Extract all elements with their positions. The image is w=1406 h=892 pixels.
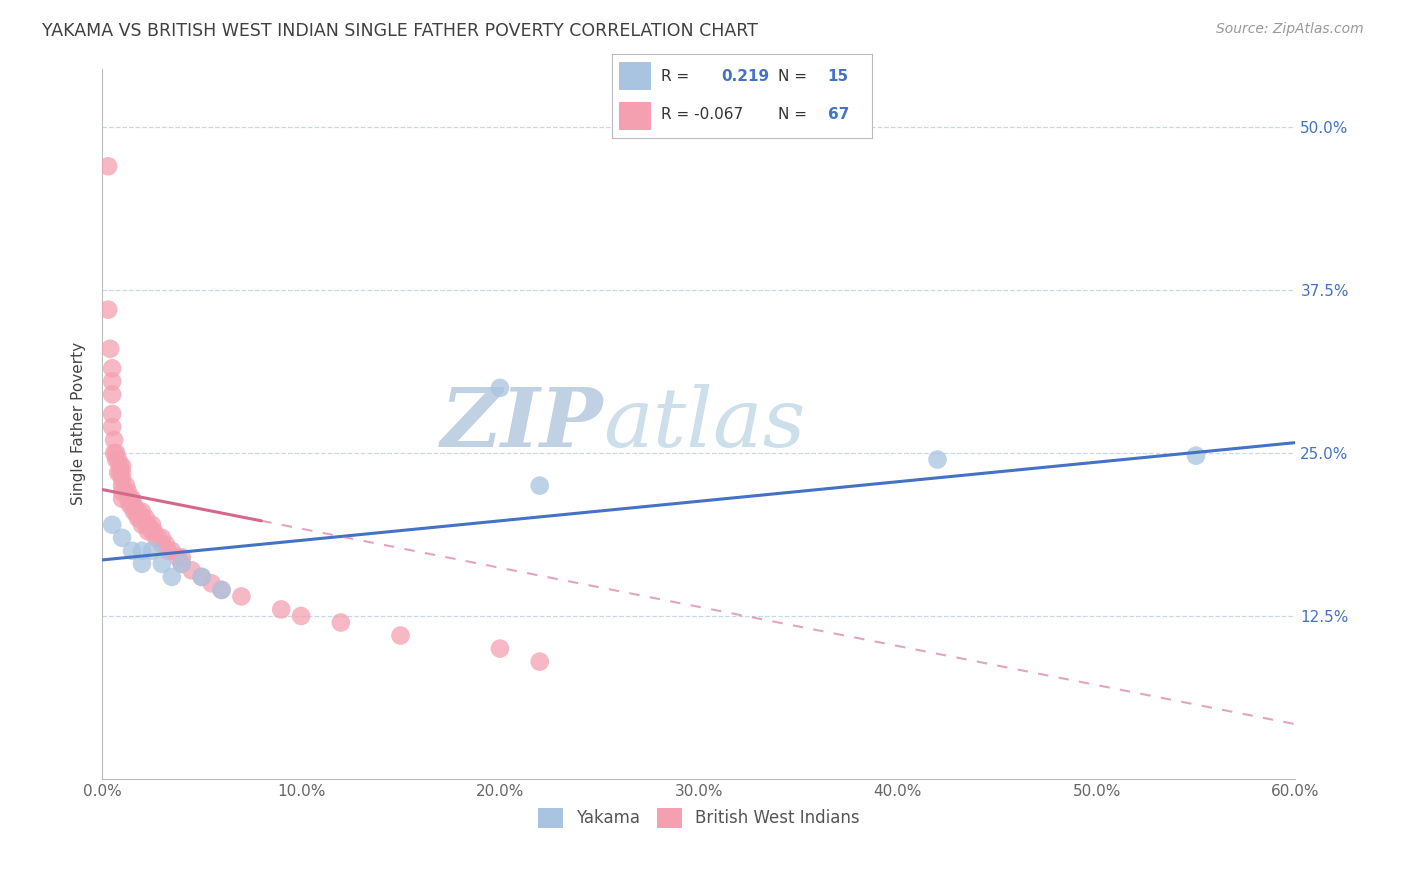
Point	[121, 498, 143, 512]
Point	[111, 485, 134, 500]
Point	[101, 407, 124, 421]
Text: YAKAMA VS BRITISH WEST INDIAN SINGLE FATHER POVERTY CORRELATION CHART: YAKAMA VS BRITISH WEST INDIAN SINGLE FAT…	[42, 22, 758, 40]
Point	[529, 655, 551, 669]
Point	[117, 491, 139, 506]
Bar	[620, 102, 651, 130]
Text: R =: R =	[661, 70, 689, 85]
Point	[111, 478, 134, 492]
Point	[121, 491, 143, 506]
Point	[131, 517, 153, 532]
Point	[101, 387, 124, 401]
Point	[211, 582, 233, 597]
Point	[141, 524, 163, 539]
Point	[108, 459, 131, 474]
Point	[108, 466, 131, 480]
Point	[155, 537, 177, 551]
Point	[200, 576, 222, 591]
Point	[145, 531, 167, 545]
Point	[98, 342, 121, 356]
Point	[111, 466, 134, 480]
Point	[141, 517, 163, 532]
Point	[180, 563, 202, 577]
Point	[150, 557, 173, 571]
Point	[141, 543, 163, 558]
Point	[170, 550, 193, 565]
Point	[101, 375, 124, 389]
Point	[160, 543, 183, 558]
Point	[150, 531, 173, 545]
Point	[150, 537, 173, 551]
Point	[136, 524, 159, 539]
Text: 15: 15	[828, 70, 849, 85]
Point	[927, 452, 949, 467]
Point	[166, 550, 188, 565]
Point	[231, 590, 253, 604]
Point	[115, 478, 138, 492]
Point	[131, 557, 153, 571]
Point	[115, 485, 138, 500]
Point	[170, 557, 193, 571]
Point	[122, 498, 145, 512]
Point	[135, 511, 157, 525]
Point	[329, 615, 352, 630]
Point	[101, 420, 124, 434]
Legend: Yakama, British West Indians: Yakama, British West Indians	[531, 801, 866, 835]
Point	[160, 570, 183, 584]
Text: Source: ZipAtlas.com: Source: ZipAtlas.com	[1216, 22, 1364, 37]
Point	[101, 361, 124, 376]
Point	[127, 505, 149, 519]
Point	[118, 498, 141, 512]
Text: atlas: atlas	[603, 384, 806, 464]
Point	[127, 511, 149, 525]
Point	[529, 478, 551, 492]
Point	[389, 628, 412, 642]
Text: 0.219: 0.219	[721, 70, 769, 85]
Text: 67: 67	[828, 107, 849, 122]
Point	[190, 570, 212, 584]
Point	[101, 517, 124, 532]
Text: ZIP: ZIP	[440, 384, 603, 464]
Point	[121, 543, 143, 558]
Bar	[620, 62, 651, 90]
Point	[190, 570, 212, 584]
Point	[170, 557, 193, 571]
Point	[107, 466, 129, 480]
Point	[122, 505, 145, 519]
Point	[105, 452, 128, 467]
Point	[131, 511, 153, 525]
Point	[103, 446, 125, 460]
Point	[117, 485, 139, 500]
Point	[135, 517, 157, 532]
Point	[111, 491, 134, 506]
Point	[97, 159, 120, 173]
Point	[136, 517, 159, 532]
Point	[118, 491, 141, 506]
Text: N =: N =	[778, 107, 807, 122]
Point	[142, 524, 165, 539]
Point	[211, 582, 233, 597]
Point	[107, 452, 129, 467]
Point	[131, 505, 153, 519]
Point	[489, 641, 512, 656]
Point	[270, 602, 292, 616]
Point	[111, 531, 134, 545]
Point	[97, 302, 120, 317]
Text: R = -0.067: R = -0.067	[661, 107, 744, 122]
Text: N =: N =	[778, 70, 807, 85]
Point	[290, 609, 312, 624]
Point	[131, 543, 153, 558]
Point	[489, 381, 512, 395]
Point	[146, 531, 169, 545]
Y-axis label: Single Father Poverty: Single Father Poverty	[72, 343, 86, 505]
Point	[103, 433, 125, 447]
Point	[111, 472, 134, 486]
Point	[105, 446, 128, 460]
Point	[1185, 449, 1208, 463]
Point	[125, 505, 148, 519]
Point	[156, 543, 179, 558]
Point	[111, 459, 134, 474]
Point	[129, 511, 152, 525]
